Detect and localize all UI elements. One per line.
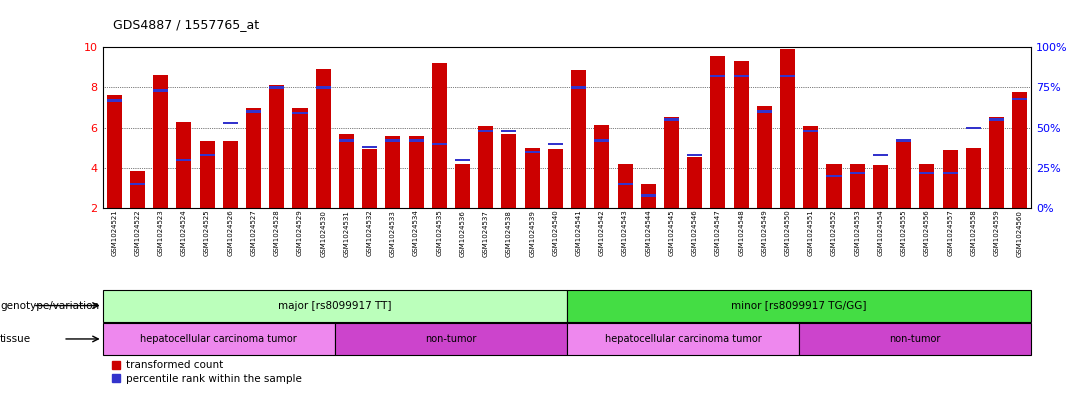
Bar (315, 86, 330, 89)
Text: tissue: tissue (0, 334, 31, 344)
Bar (711, 75, 726, 77)
Bar (966, 127, 981, 129)
FancyBboxPatch shape (567, 323, 799, 355)
Bar (107, 99, 122, 101)
Bar (548, 149, 563, 208)
Bar (176, 159, 191, 161)
Bar (293, 112, 308, 114)
Text: major [rs8099917 TT]: major [rs8099917 TT] (278, 301, 392, 310)
Bar (548, 143, 563, 145)
Bar (176, 122, 191, 208)
Bar (640, 194, 656, 196)
Bar (896, 140, 912, 142)
Bar (455, 164, 470, 208)
Bar (293, 108, 308, 208)
Bar (664, 117, 679, 208)
Bar (246, 108, 261, 208)
Bar (618, 183, 633, 185)
Text: hepatocellular carcinoma tumor: hepatocellular carcinoma tumor (140, 334, 297, 344)
Bar (873, 154, 888, 156)
Bar (943, 172, 958, 174)
Bar (315, 69, 330, 208)
Bar (153, 90, 168, 92)
Bar (455, 159, 470, 161)
Bar (850, 164, 865, 208)
Text: GDS4887 / 1557765_at: GDS4887 / 1557765_at (113, 18, 259, 31)
Bar (525, 148, 540, 208)
Bar (386, 140, 401, 142)
Bar (107, 95, 122, 208)
Bar (687, 157, 702, 208)
Bar (571, 70, 586, 208)
Bar (919, 172, 934, 174)
FancyBboxPatch shape (103, 323, 335, 355)
Bar (432, 143, 447, 145)
Text: genotype/variation: genotype/variation (0, 301, 99, 310)
Bar (1012, 92, 1027, 208)
Text: minor [rs8099917 TG/GG]: minor [rs8099917 TG/GG] (731, 301, 867, 310)
FancyBboxPatch shape (103, 290, 567, 321)
Bar (966, 148, 981, 208)
Bar (594, 125, 609, 208)
Bar (525, 151, 540, 153)
Bar (780, 49, 795, 208)
Bar (130, 171, 145, 208)
Bar (478, 130, 494, 132)
Bar (873, 165, 888, 208)
Bar (501, 130, 516, 132)
Bar (687, 154, 702, 156)
Bar (339, 140, 354, 142)
Legend: transformed count, percentile rank within the sample: transformed count, percentile rank withi… (108, 356, 306, 388)
Bar (269, 85, 284, 208)
Bar (1012, 97, 1027, 100)
Bar (200, 154, 215, 156)
Bar (478, 126, 494, 208)
Bar (130, 183, 145, 185)
Bar (222, 141, 238, 208)
Bar (618, 164, 633, 208)
Bar (757, 110, 772, 113)
Bar (711, 56, 726, 208)
Bar (362, 149, 377, 208)
Bar (826, 175, 841, 177)
Bar (640, 184, 656, 208)
Bar (826, 164, 841, 208)
Bar (733, 75, 748, 77)
Bar (571, 86, 586, 89)
Bar (989, 118, 1004, 121)
Text: non-tumor: non-tumor (426, 334, 476, 344)
Bar (664, 118, 679, 121)
Text: hepatocellular carcinoma tumor: hepatocellular carcinoma tumor (605, 334, 761, 344)
Bar (153, 75, 168, 208)
Bar (804, 126, 819, 208)
Bar (780, 75, 795, 77)
Bar (432, 63, 447, 208)
Bar (200, 141, 215, 208)
Bar (896, 140, 912, 208)
Bar (408, 140, 423, 142)
Bar (222, 122, 238, 124)
Bar (804, 130, 819, 132)
FancyBboxPatch shape (567, 290, 1031, 321)
Bar (339, 134, 354, 208)
FancyBboxPatch shape (335, 323, 567, 355)
Bar (246, 110, 261, 113)
Bar (919, 164, 934, 208)
Bar (269, 86, 284, 89)
FancyBboxPatch shape (799, 323, 1031, 355)
Bar (850, 172, 865, 174)
Text: non-tumor: non-tumor (890, 334, 941, 344)
Bar (362, 146, 377, 148)
Bar (757, 106, 772, 208)
Bar (594, 140, 609, 142)
Bar (408, 136, 423, 208)
Bar (386, 136, 401, 208)
Bar (989, 117, 1004, 208)
Bar (501, 134, 516, 208)
Bar (943, 150, 958, 208)
Bar (733, 61, 748, 208)
